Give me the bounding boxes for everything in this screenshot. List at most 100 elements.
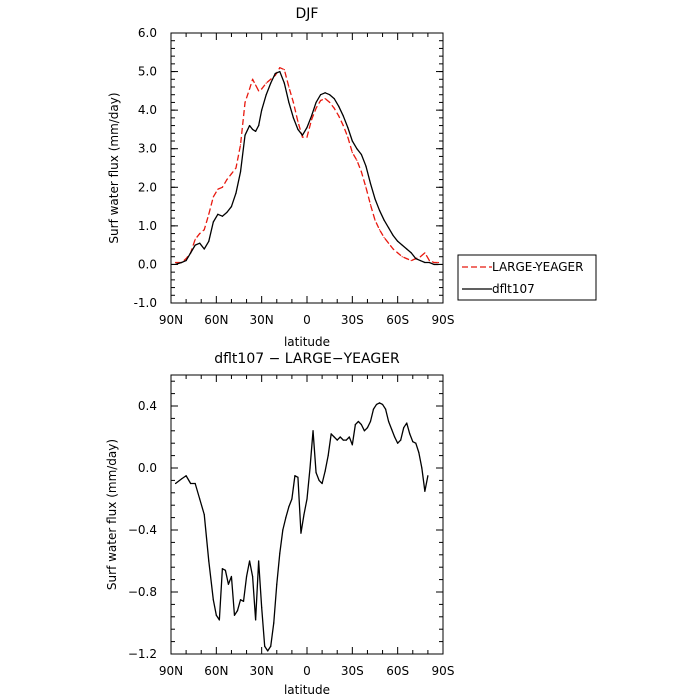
top-data-point-large-yeager: [203, 229, 205, 231]
top-data-point-dflt107: [255, 130, 257, 132]
bottom-chart-title: dflt107 − LARGE−YEAGER: [214, 351, 400, 367]
bottom-data-point-difference: [339, 436, 341, 438]
top-x-tick-label: 90S: [432, 313, 455, 327]
top-data-point-large-yeager: [235, 167, 237, 169]
top-data-point-large-yeager: [194, 238, 196, 240]
bottom-data-point-difference: [427, 475, 429, 477]
bottom-data-point-difference: [212, 599, 214, 601]
top-data-point-dflt107: [301, 134, 304, 136]
top-data-point-dflt107: [180, 261, 183, 264]
top-data-point-dflt107: [437, 263, 440, 266]
top-data-point-dflt107: [239, 171, 242, 173]
bottom-data-point-difference: [333, 436, 335, 438]
top-data-point-dflt107: [297, 128, 299, 131]
bottom-data-point-difference: [264, 645, 266, 647]
bottom-x-tick-label: 0: [303, 664, 311, 678]
bottom-data-point-difference: [185, 475, 187, 477]
bottom-data-point-difference: [239, 599, 242, 601]
top-data-point-dflt107: [338, 105, 340, 107]
bottom-data-point-difference: [318, 479, 320, 481]
top-data-point-large-yeager: [338, 115, 340, 117]
bottom-x-axis-title: latitude: [284, 683, 330, 697]
bottom-data-point-difference: [378, 402, 381, 404]
top-data-point-dflt107: [320, 94, 322, 96]
top-data-point-large-yeager: [297, 121, 299, 123]
bottom-data-point-difference: [258, 560, 260, 562]
bottom-x-tick-label: 60N: [204, 664, 228, 678]
top-chart-title: DJF: [296, 6, 319, 22]
legend-label: dflt107: [492, 282, 535, 296]
top-data-point-dflt107: [283, 82, 285, 84]
bottom-data-point-difference: [224, 569, 226, 571]
top-x-tick-label: 60S: [386, 313, 409, 327]
bottom-data-point-difference: [242, 600, 245, 602]
top-data-point-large-yeager: [315, 107, 317, 109]
legend-label: LARGE-YEAGER: [492, 260, 583, 274]
top-data-point-dflt107: [342, 115, 344, 117]
top-y-tick-label: 4.0: [138, 103, 157, 117]
top-data-point-dflt107: [415, 258, 417, 260]
top-data-point-large-yeager: [244, 101, 246, 104]
legend-box: [457, 254, 597, 301]
top-data-point-dflt107: [329, 94, 331, 96]
top-y-tick-label: 3.0: [138, 142, 157, 156]
bottom-data-point-difference: [336, 439, 338, 441]
top-data-point-dflt107: [235, 192, 237, 194]
top-data-point-large-yeager: [406, 258, 408, 260]
bottom-data-point-difference: [300, 532, 302, 534]
top-data-point-dflt107: [221, 215, 223, 217]
top-series-line-large-yeager: [175, 67, 439, 264]
top-data-point-large-yeager: [279, 67, 281, 69]
bottom-x-tick-label: 30S: [341, 664, 364, 678]
bottom-data-point-difference: [282, 529, 284, 531]
top-data-point-large-yeager: [360, 171, 362, 173]
top-data-point-dflt107: [388, 227, 390, 229]
top-x-tick-label: 0: [303, 313, 311, 327]
top-data-point-large-yeager: [437, 261, 440, 264]
top-data-point-large-yeager: [324, 97, 326, 100]
top-y-tick-label: 1.0: [138, 219, 157, 233]
bottom-data-point-difference: [208, 560, 210, 562]
bottom-data-point-difference: [369, 420, 372, 423]
top-data-point-large-yeager: [288, 86, 290, 88]
top-data-point-dflt107: [369, 182, 372, 185]
top-data-point-dflt107: [288, 101, 290, 104]
bottom-data-point-difference: [230, 575, 233, 578]
bottom-data-point-difference: [324, 470, 326, 472]
bottom-data-point-difference: [236, 610, 239, 612]
bottom-data-point-difference: [315, 472, 317, 474]
top-data-point-large-yeager: [383, 236, 385, 239]
bottom-data-point-difference: [372, 408, 375, 410]
top-data-point-dflt107: [333, 97, 335, 100]
top-data-point-dflt107: [378, 209, 381, 212]
top-data-point-dflt107: [230, 205, 233, 208]
top-x-tick-label: 30S: [341, 313, 364, 327]
bottom-data-point-difference: [321, 482, 323, 485]
top-y-tick-label: 6.0: [138, 26, 157, 40]
bottom-series-line-difference: [175, 402, 429, 652]
bottom-data-point-difference: [381, 403, 384, 406]
bottom-data-point-difference: [276, 583, 278, 585]
bottom-data-point-difference: [218, 619, 220, 621]
top-data-point-dflt107: [212, 221, 214, 223]
bottom-data-point-difference: [394, 436, 396, 438]
top-data-point-large-yeager: [320, 99, 322, 102]
top-data-point-dflt107: [410, 252, 412, 254]
top-data-point-large-yeager: [221, 186, 223, 188]
bottom-y-tick-label: 0.0: [138, 461, 157, 475]
top-data-point-dflt107: [261, 109, 263, 111]
top-data-point-large-yeager: [356, 159, 358, 161]
bottom-x-tick-label: 90N: [159, 664, 183, 678]
top-data-point-large-yeager: [261, 88, 263, 90]
top-data-point-dflt107: [226, 211, 228, 213]
bottom-data-point-difference: [180, 478, 183, 480]
bottom-data-point-difference: [303, 513, 305, 516]
bottom-data-point-difference: [342, 439, 344, 441]
bottom-data-point-difference: [288, 506, 290, 508]
top-data-point-large-yeager: [342, 124, 344, 127]
top-data-point-dflt107: [190, 252, 192, 254]
bottom-data-point-difference: [227, 583, 230, 585]
bottom-data-point-difference: [252, 575, 254, 578]
bottom-data-point-difference: [270, 645, 272, 647]
